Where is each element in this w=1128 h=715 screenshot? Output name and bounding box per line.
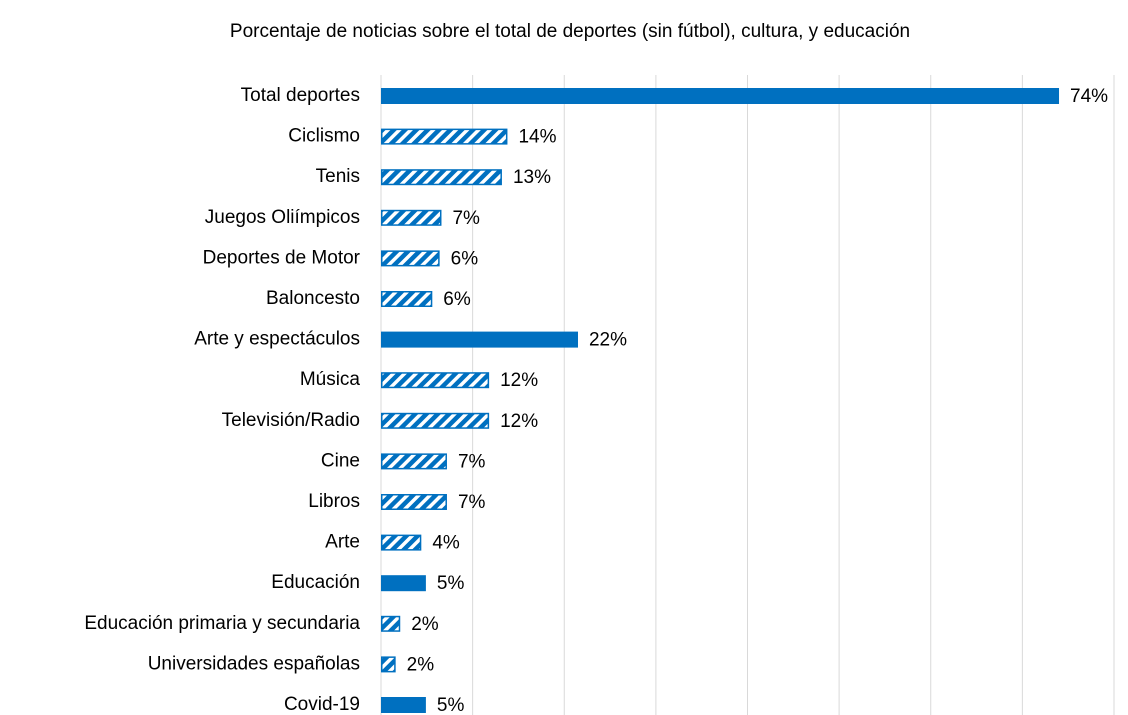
bar [381,534,422,551]
y-tick-label: Universidades españolas [148,653,360,674]
value-label: 22% [589,330,627,351]
y-tick-label: Arte [325,532,360,553]
y-tick-label: Arte y espectáculos [194,329,360,350]
value-label: 5% [437,695,465,715]
value-label: 6% [443,289,471,310]
value-label: 74% [1070,86,1108,107]
y-tick-label: Televisión/Radio [222,410,360,431]
bar [381,250,440,267]
bar [381,453,447,470]
y-tick-label: Covid-19 [284,694,360,715]
value-label: 12% [500,370,538,391]
y-tick-label: Libros [308,491,360,512]
value-label: 5% [437,573,465,594]
y-tick-label: Tenis [316,166,360,187]
bar [381,331,578,348]
bar [381,697,426,713]
bar [381,209,442,226]
value-label: 2% [411,614,439,635]
bar [381,494,447,510]
bar [381,291,433,307]
bar [381,615,401,632]
bar [381,169,502,186]
value-label: 12% [500,411,538,432]
bar [381,656,396,673]
y-tick-label: Total deportes [241,85,360,106]
bar [381,412,490,429]
value-label: 13% [513,167,551,188]
value-label: 2% [407,654,435,675]
y-tick-label: Juegos Oliímpicos [205,207,360,228]
y-tick-label: Cine [321,450,360,471]
y-tick-label: Ciclismo [288,126,360,147]
value-label: 4% [432,533,460,554]
bar [381,372,490,389]
y-tick-label: Educación [271,572,360,593]
value-label: 7% [458,492,486,513]
bar [381,128,508,145]
y-tick-label: Deportes de Motor [203,247,361,268]
y-tick-label: Música [300,369,361,390]
y-tick-label: Baloncesto [266,288,360,309]
y-tick-label: Educación primaria y secundaria [84,613,360,634]
value-label: 7% [458,451,486,472]
bar [381,575,426,592]
value-label: 14% [518,127,556,148]
chart-title: Porcentaje de noticias sobre el total de… [230,21,910,42]
bar [381,88,1060,104]
value-label: 6% [451,248,479,269]
value-label: 7% [452,208,480,229]
